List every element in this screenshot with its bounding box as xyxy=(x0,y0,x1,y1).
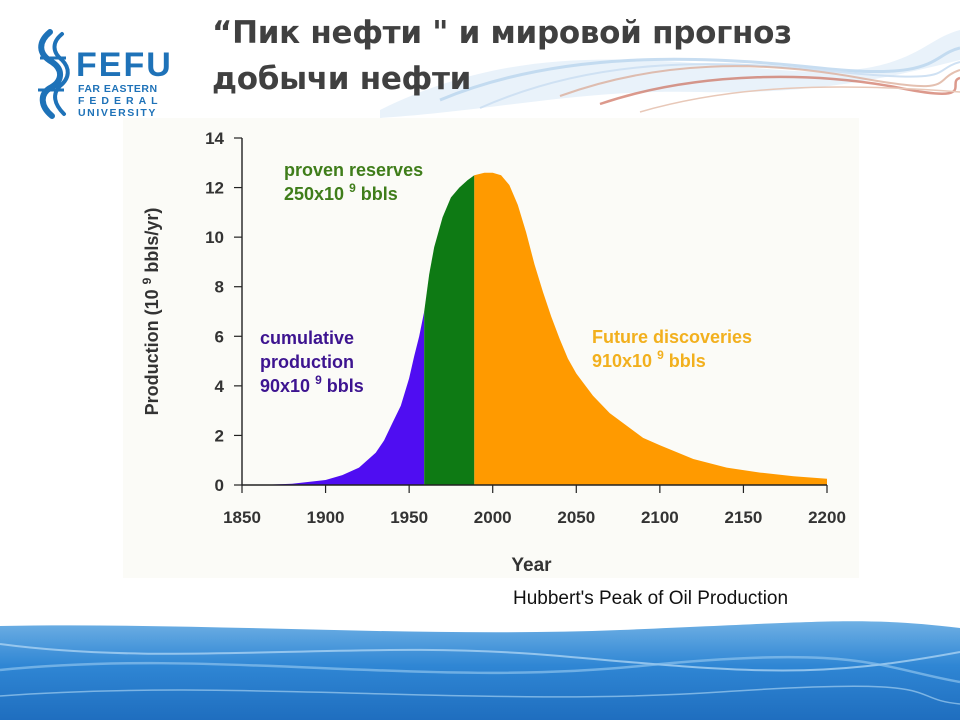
x-tick-label: 1900 xyxy=(307,508,345,527)
x-tick-label: 2200 xyxy=(808,508,846,527)
y-tick-label: 8 xyxy=(215,278,224,297)
decorative-wave-bottom xyxy=(0,621,960,720)
y-tick-label: 2 xyxy=(215,426,224,445)
annotation-2-line: Future discoveries xyxy=(592,327,752,347)
annotation-2-amount: 910x10 9 bbls xyxy=(592,348,706,371)
slide-title: “Пик нефти " и мировой прогноз добычи не… xyxy=(212,10,872,102)
slide-title-line-1: “Пик нефти " и мировой прогноз xyxy=(212,15,792,51)
x-tick-label: 2050 xyxy=(557,508,595,527)
x-tick-label: 2000 xyxy=(474,508,512,527)
x-tick-label: 2150 xyxy=(725,508,763,527)
annotation-0-line: production xyxy=(260,352,354,372)
y-tick-label: 10 xyxy=(205,228,224,247)
logo-line-1: FAR EASTERN xyxy=(78,83,158,95)
y-tick-label: 0 xyxy=(215,476,224,495)
logo-line-2: FEDERAL xyxy=(78,95,163,107)
y-tick-label: 12 xyxy=(205,179,224,198)
annotation-1-amount: 250x10 9 bbls xyxy=(284,181,398,204)
decorative-wave-top xyxy=(380,30,960,118)
slide-title-line-2: добычи нефти xyxy=(212,61,472,97)
logo-wordmark: FEFU xyxy=(76,46,173,84)
chart-caption: Hubbert's Peak of Oil Production xyxy=(513,588,789,609)
annotation-0-amount: 90x10 9 bbls xyxy=(260,373,364,396)
y-tick-label: 14 xyxy=(205,129,224,148)
annotation-0-line: cumulative xyxy=(260,328,354,348)
series-area-0 xyxy=(258,311,425,485)
logo-line-3: UNIVERSITY xyxy=(78,107,158,119)
hubbert-peak-chart: 0 2 4 6 8 10 12 14 1850 1900 1950 2000 2050 2100 2150 2… xyxy=(140,129,846,576)
x-tick-label: 2100 xyxy=(641,508,679,527)
annotation-1-line: proven reserves xyxy=(284,160,423,180)
series-area-1 xyxy=(424,175,475,485)
x-tick-label: 1950 xyxy=(390,508,428,527)
series-area-2 xyxy=(474,172,827,485)
y-tick-label: 4 xyxy=(215,377,225,396)
chart-panel: 0 2 4 6 8 10 12 14 1850 1900 1950 2000 2050 2100 2150 2… xyxy=(123,118,859,578)
fefu-emblem-icon xyxy=(38,29,70,119)
y-tick-label: 6 xyxy=(215,327,224,346)
university-logo: FEFU FAR EASTERN FEDERAL UNIVERSITY xyxy=(30,28,190,120)
y-axis-label: Production (10 9 bbls/yr) xyxy=(140,208,162,416)
x-tick-label: 1850 xyxy=(223,508,261,527)
x-axis-label: Year xyxy=(511,555,552,576)
